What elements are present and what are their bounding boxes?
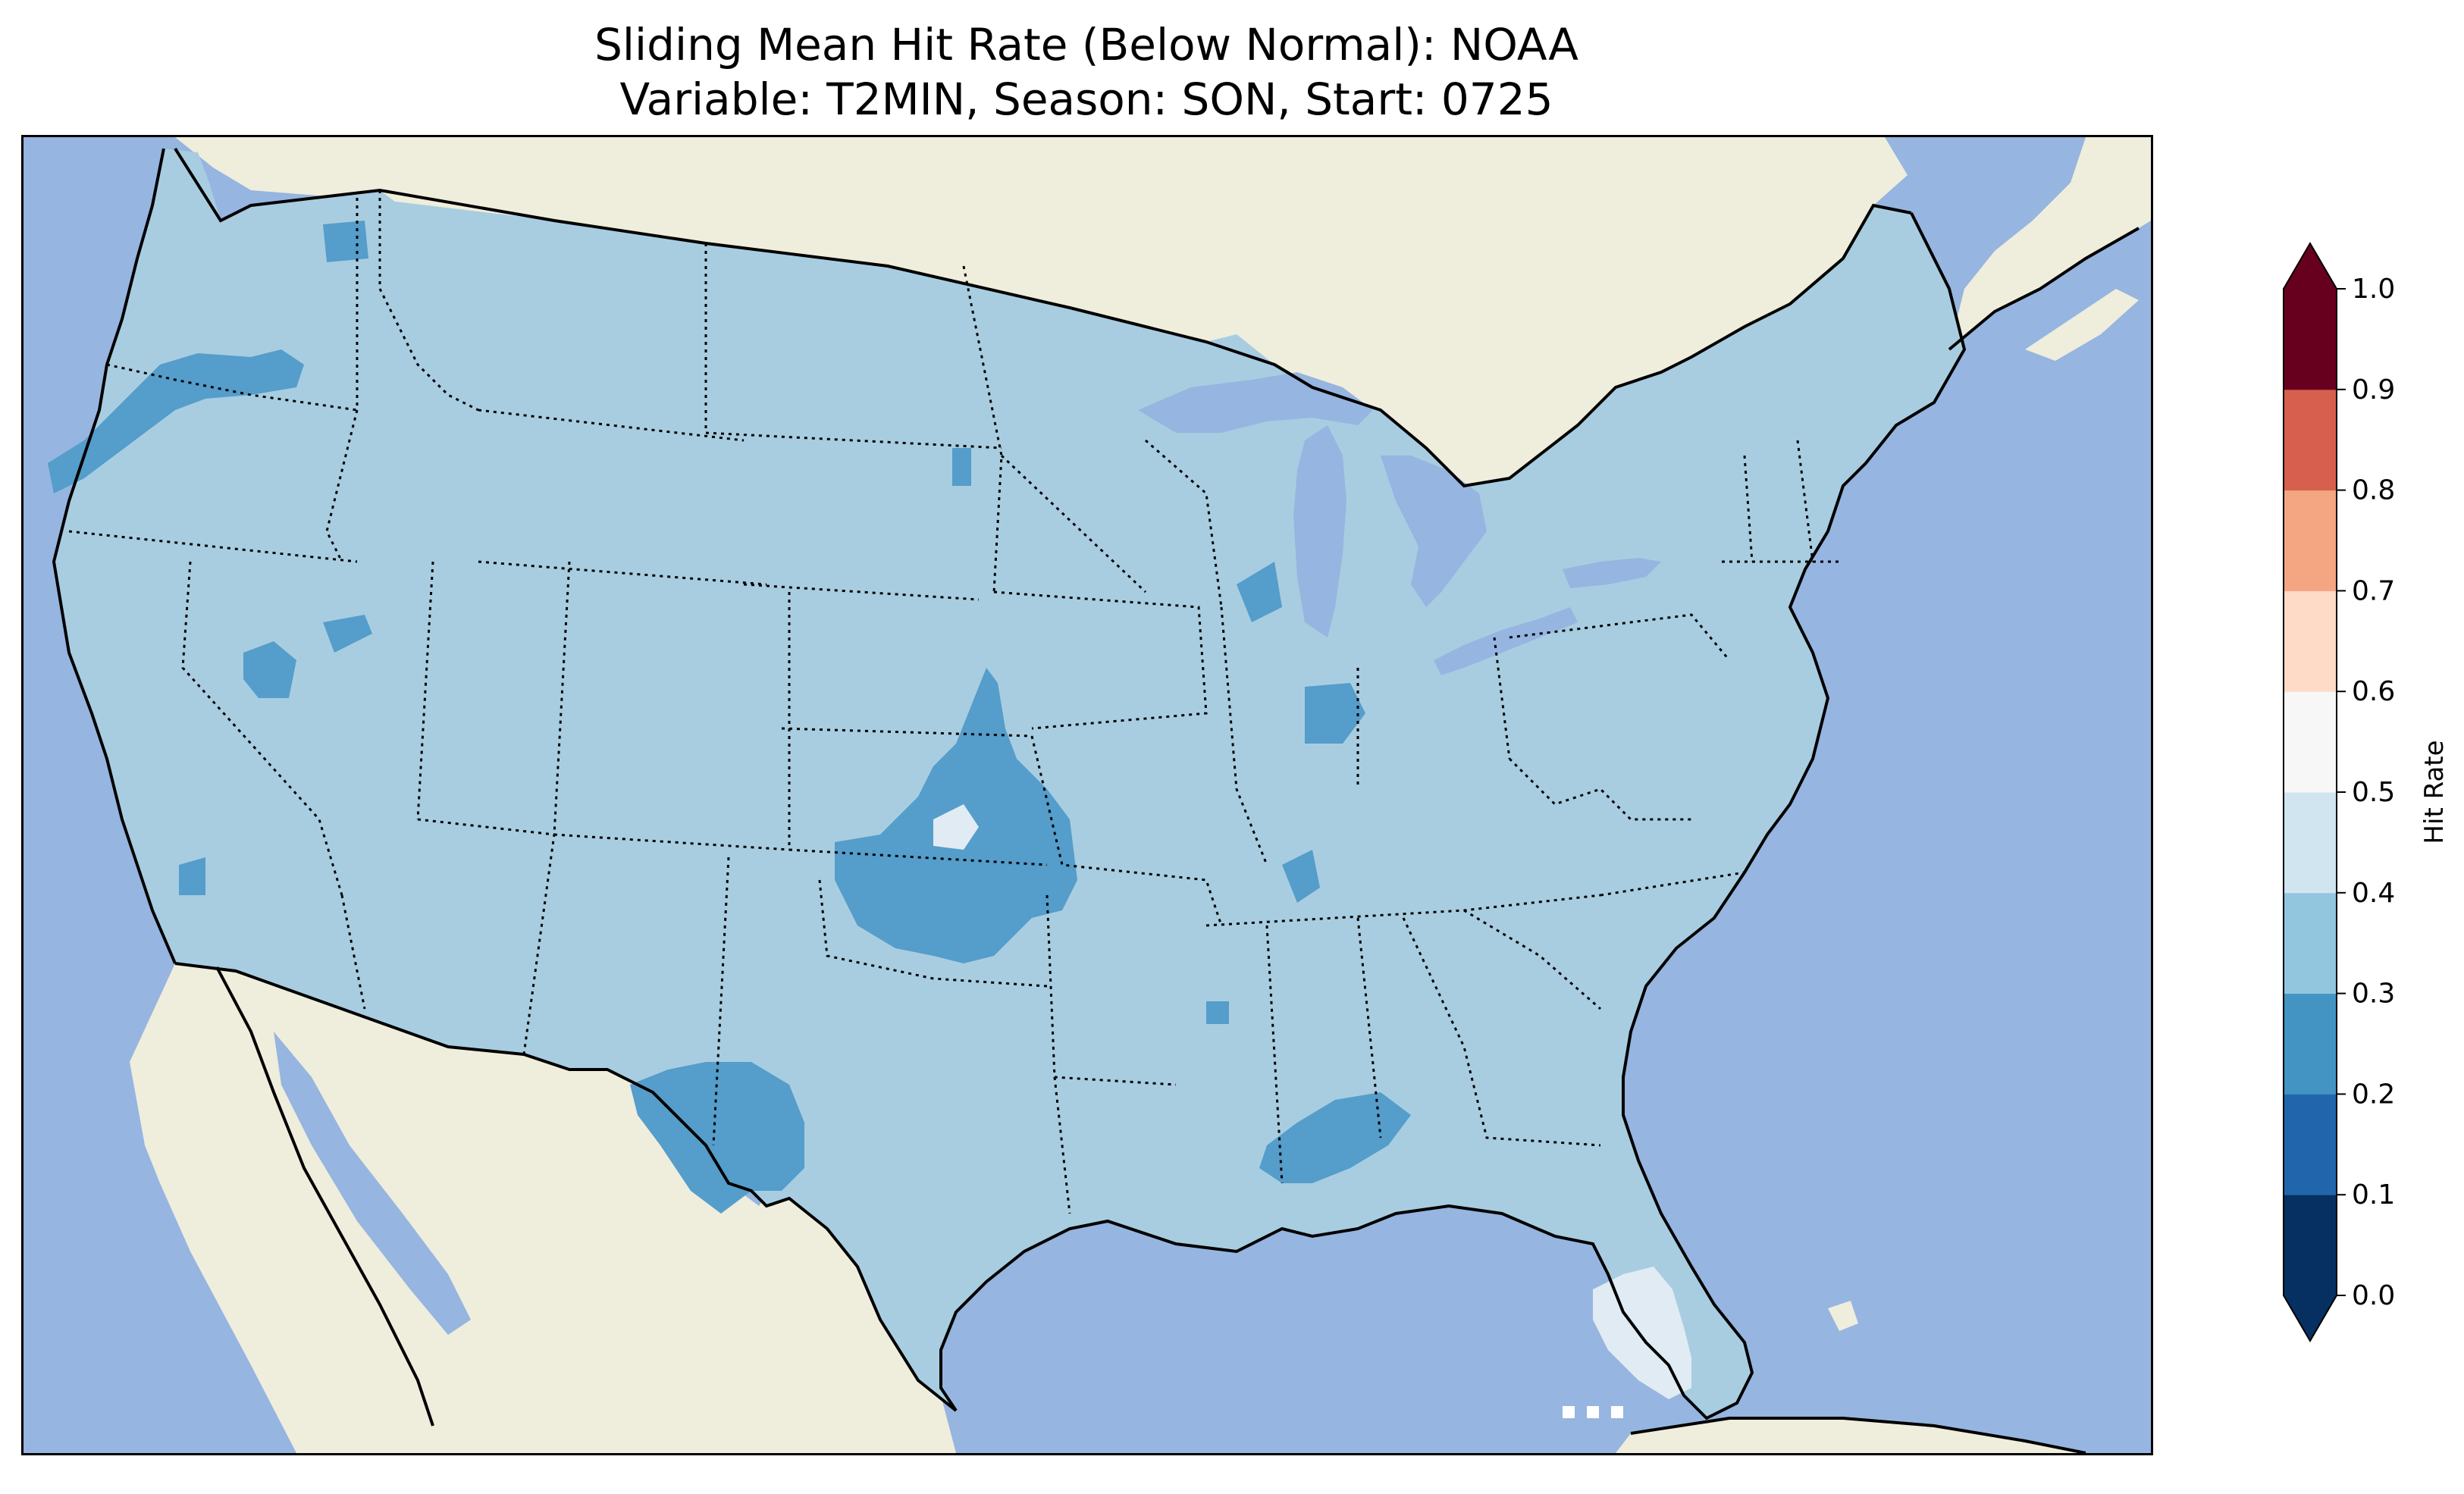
low-region-indiana bbox=[1305, 683, 1365, 744]
state-border-co-nm bbox=[553, 833, 790, 851]
usa-hit-rate-map bbox=[48, 137, 2151, 1453]
baja-coastline bbox=[215, 966, 434, 1427]
colorbar-tick-label: 0.5 bbox=[2352, 777, 2395, 808]
low-region-west-texas bbox=[630, 1062, 804, 1214]
state-border-ut-co bbox=[553, 561, 571, 835]
low-region-south-dakota bbox=[952, 448, 971, 486]
chart-title-line2: Variable: T2MIN, Season: SON, Start: 072… bbox=[619, 74, 1553, 125]
chart-title-line1: Sliding Mean Hit Rate (Below Normal): NO… bbox=[594, 19, 1578, 70]
colorbar-ticks: 0.0 0.1 0.2 0.3 0.4 0.5 0.6 0.7 0.8 0.9 1.0 bbox=[2337, 274, 2395, 1311]
us-mexico-border bbox=[174, 962, 958, 1412]
keys-cell-1 bbox=[1563, 1406, 1575, 1418]
state-border-wa-or bbox=[106, 363, 358, 412]
state-border-ms-al bbox=[1265, 917, 1382, 1184]
colorbar-segment bbox=[2284, 289, 2337, 390]
low-region-california-central bbox=[179, 857, 205, 895]
colorbar-extend-under bbox=[2284, 1295, 2337, 1341]
state-border-sd-ne bbox=[743, 583, 980, 601]
nova-scotia-land bbox=[2025, 289, 2139, 361]
state-border-ks-ok bbox=[788, 848, 1048, 866]
colorbar-tick-label: 1.0 bbox=[2352, 274, 2395, 305]
state-border-mt-wy bbox=[478, 409, 745, 442]
state-border-mn bbox=[962, 265, 1147, 594]
colorbar-tick-label: 0.6 bbox=[2352, 676, 2395, 707]
state-border-nm-tx bbox=[712, 857, 730, 1146]
low-region-arkansas bbox=[1206, 1001, 1229, 1024]
state-border-ca-nv bbox=[181, 561, 343, 896]
baja-california-land bbox=[194, 967, 433, 1441]
colorbar-tick-label: 0.3 bbox=[2352, 979, 2395, 1010]
colorbar-segment bbox=[2284, 590, 2337, 692]
bahamas-land bbox=[1828, 1301, 1858, 1331]
state-border-id-mt bbox=[378, 190, 479, 412]
state-border-nc-sc bbox=[1463, 871, 1745, 1010]
colorbar-tick-label: 0.1 bbox=[2352, 1179, 2395, 1211]
colorbar-segment bbox=[2284, 892, 2337, 994]
low-region-oregon-interior bbox=[130, 349, 304, 406]
cuba-land bbox=[1616, 1418, 2086, 1453]
boundary-lines bbox=[52, 147, 2140, 1453]
west-coastline bbox=[52, 148, 177, 964]
colorbar-segment bbox=[2284, 792, 2337, 894]
state-border-ok-tx bbox=[818, 879, 1048, 988]
colorbar-segment bbox=[2284, 691, 2337, 793]
colorbar-segment bbox=[2284, 993, 2337, 1095]
colorbar-tick-label: 0.7 bbox=[2352, 575, 2395, 606]
map-panel bbox=[21, 135, 2153, 1455]
state-border-oh-pa bbox=[1493, 637, 1511, 760]
colorbar-tick-label: 0.0 bbox=[2352, 1280, 2395, 1311]
state-border-or-ca-nv bbox=[68, 530, 358, 563]
colorbar: 0.0 0.1 0.2 0.3 0.4 0.5 0.6 0.7 0.8 0.9 1.0 Hit Ra… bbox=[2283, 242, 2450, 1342]
colorbar-label: Hit Rate bbox=[2419, 740, 2450, 844]
state-borders bbox=[68, 190, 1843, 1214]
low-region-washington bbox=[323, 221, 368, 262]
colorbar-extend-over bbox=[2284, 243, 2337, 289]
colorbar-segment bbox=[2284, 1195, 2337, 1296]
canada-land bbox=[175, 137, 1908, 486]
state-border-nv-ut bbox=[416, 561, 434, 820]
low-region-mississippi-alabama bbox=[1259, 1092, 1411, 1183]
colorbar-segments bbox=[2283, 242, 2337, 1342]
low-region-kentucky bbox=[1282, 850, 1320, 903]
colorbar-segment bbox=[2284, 1094, 2337, 1195]
keys-cell-3 bbox=[1611, 1406, 1623, 1418]
canada-east-coastline bbox=[1948, 227, 2140, 351]
kansas-interior-0.3-0.4 bbox=[933, 804, 979, 850]
state-border-la bbox=[1053, 1076, 1071, 1214]
maritimes-land bbox=[1949, 137, 2151, 349]
cuba-coastline bbox=[1630, 1417, 2086, 1453]
lake-huron bbox=[1381, 456, 1487, 607]
colorbar-tick-label: 0.2 bbox=[2352, 1079, 2395, 1110]
keys-cell-2 bbox=[1587, 1406, 1599, 1418]
lake-erie bbox=[1434, 607, 1578, 675]
colorbar-segment bbox=[2284, 389, 2337, 491]
mexico-land bbox=[130, 963, 956, 1453]
state-border-mo bbox=[1030, 735, 1223, 926]
state-border-wy-co bbox=[478, 560, 767, 586]
colorbar-tick-label: 0.9 bbox=[2352, 374, 2395, 406]
state-border-il-in bbox=[1220, 606, 1268, 866]
us-canada-border bbox=[174, 147, 1912, 488]
state-border-ia bbox=[993, 590, 1208, 730]
colorbar-tick-label: 0.8 bbox=[2352, 475, 2395, 506]
low-region-nevada-east bbox=[323, 615, 372, 653]
east-coastline bbox=[939, 212, 1967, 1420]
state-border-new-england bbox=[1722, 440, 1843, 563]
lake-michigan bbox=[1293, 425, 1346, 637]
low-region-nevada bbox=[243, 641, 296, 698]
state-border-va-wv bbox=[1508, 757, 1691, 821]
florida-keys-cells bbox=[1563, 1406, 1623, 1418]
colorbar-segment bbox=[2284, 490, 2337, 591]
state-border-ga bbox=[1402, 917, 1601, 1147]
colorbar-tick-label: 0.4 bbox=[2352, 878, 2395, 909]
lake-ontario bbox=[1563, 558, 1661, 588]
gulf-of-california bbox=[274, 1032, 471, 1335]
state-border-ny-pa bbox=[1509, 613, 1731, 661]
low-region-wisconsin bbox=[1237, 562, 1282, 622]
